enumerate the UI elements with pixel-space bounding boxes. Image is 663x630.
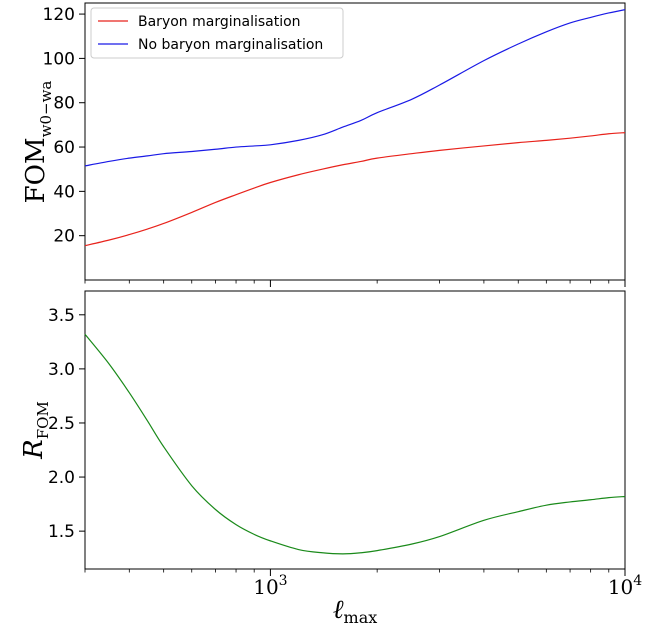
legend-label-no-baryon: No baryon marginalisation — [138, 37, 323, 53]
bottom-y-tick-label: 1.5 — [48, 522, 75, 542]
top-y-tick-label: 100 — [43, 49, 75, 69]
bottom-y-tick-label: 3.0 — [48, 360, 75, 380]
bottom-series — [84, 333, 626, 555]
legend-box — [90, 7, 344, 59]
top-plot-frame — [84, 2, 626, 281]
legend: Baryon marginalisation No baryon margina… — [90, 7, 344, 59]
bottom-y-ticks: 1.5 2.0 2.5 3.0 3.5 — [48, 306, 85, 542]
bottom-y-tick-label: 3.5 — [48, 306, 75, 326]
top-x-ticks — [84, 280, 626, 287]
bottom-y-tick-label: 2.5 — [48, 414, 75, 434]
top-y-ticks: 20 40 60 80 100 120 — [43, 5, 85, 247]
top-y-tick-label: 60 — [53, 138, 75, 158]
x-tick-labels: 103 104 — [253, 573, 642, 599]
top-series — [84, 9, 626, 247]
top-y-tick-label: 120 — [43, 5, 75, 25]
legend-label-baryon: Baryon marginalisation — [138, 14, 301, 30]
top-panel: 20 40 60 80 100 120 FOMw0−wa Baryon marginali… — [21, 2, 626, 287]
bottom-plot-frame — [84, 290, 626, 570]
bottom-y-tick-label: 2.0 — [48, 468, 75, 488]
top-y-tick-label: 80 — [53, 94, 75, 114]
x-tick-label: 103 — [253, 573, 287, 599]
top-series-line-0 — [84, 132, 626, 247]
top-series-line-1 — [84, 9, 626, 167]
bottom-x-ticks — [84, 569, 626, 576]
top-y-tick-label: 40 — [53, 182, 75, 202]
bottom-series-line-0 — [84, 333, 626, 555]
bottom-panel: 1.5 2.0 2.5 3.0 3.5 RFOM ℓmax 103 104 — [19, 290, 642, 627]
x-tick-label: 104 — [608, 573, 642, 599]
top-y-axis-label: FOMw0−wa — [21, 81, 55, 204]
x-axis-label: ℓmax — [333, 595, 378, 627]
bottom-y-axis-label: RFOM — [19, 401, 52, 460]
top-y-tick-label: 20 — [53, 227, 75, 247]
